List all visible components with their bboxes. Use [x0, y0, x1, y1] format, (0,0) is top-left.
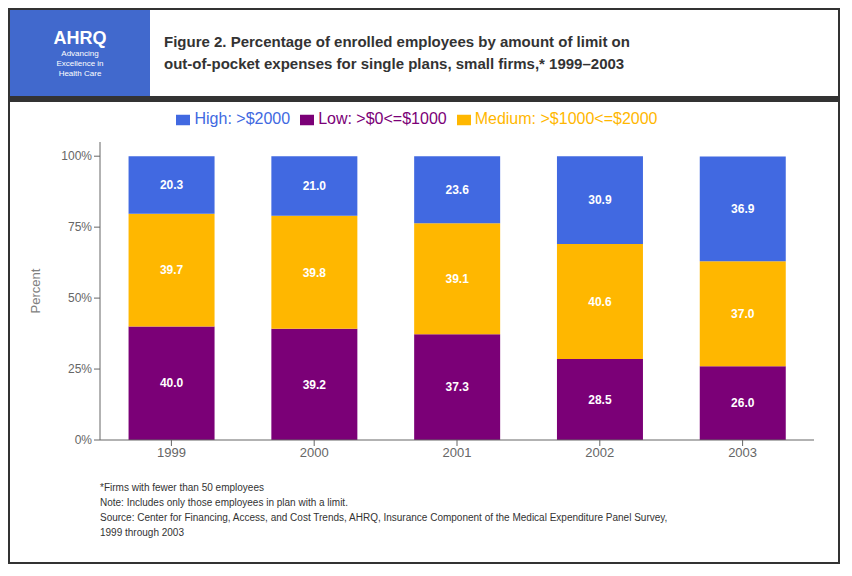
svg-text:20.3: 20.3 [160, 178, 184, 192]
html-text:Health Care: Health Care [58, 68, 102, 78]
html-text:Advancing: Advancing [61, 48, 99, 58]
svg-text:39.7: 39.7 [160, 263, 184, 277]
svg-text:100%: 100% [61, 149, 92, 163]
html-text:Medium: >$1000<=$2000: Medium: >$1000<=$2000 [474, 110, 658, 127]
html-text:Source: Center for Financing,: Source: Center for Financing, Access, an… [100, 512, 668, 523]
html-text:Excellence in: Excellence in [56, 58, 104, 68]
html-text:Figure 2. Percentage of enroll: Figure 2. Percentage of enrolled employe… [164, 33, 630, 50]
svg-text:1999: 1999 [157, 445, 186, 460]
html-text:Note: Includes only those empl: Note: Includes only those employees in p… [100, 497, 348, 508]
svg-text:0%: 0% [75, 433, 93, 447]
svg-text:2001: 2001 [443, 445, 472, 460]
svg-text:28.5: 28.5 [588, 393, 612, 407]
svg-text:39.1: 39.1 [445, 272, 469, 286]
svg-text:37.3: 37.3 [445, 380, 469, 394]
svg-text:50%: 50% [68, 291, 92, 305]
html-text:*Firms with fewer than 50 empl: *Firms with fewer than 50 employees [100, 482, 264, 493]
svg-text:2000: 2000 [300, 445, 329, 460]
svg-text:39.2: 39.2 [303, 378, 327, 392]
html-text:High: >$2000: High: >$2000 [194, 110, 291, 127]
svg-text:Percent: Percent [28, 268, 43, 313]
svg-text:36.9: 36.9 [731, 202, 755, 216]
svg-text:30.9: 30.9 [588, 193, 612, 207]
svg-text:40.0: 40.0 [160, 376, 184, 390]
html-text:Low: >$0<=$1000: Low: >$0<=$1000 [318, 110, 447, 127]
svg-text:2003: 2003 [728, 445, 757, 460]
svg-text:40.6: 40.6 [588, 295, 612, 309]
svg-text:21.0: 21.0 [303, 179, 327, 193]
html-text:AHRQ: AHRQ [53, 27, 107, 48]
svg-text:23.6: 23.6 [445, 183, 469, 197]
svg-text:39.8: 39.8 [303, 266, 327, 280]
svg-text:2002: 2002 [585, 445, 614, 460]
svg-text:26.0: 26.0 [731, 396, 755, 410]
html-text:1999 through 2003: 1999 through 2003 [100, 527, 184, 538]
svg-text:37.0: 37.0 [731, 307, 755, 321]
svg-text:75%: 75% [68, 220, 92, 234]
html-text:out-of-pocket expenses for sin: out-of-pocket expenses for single plans,… [164, 55, 625, 72]
svg-text:25%: 25% [68, 362, 92, 376]
